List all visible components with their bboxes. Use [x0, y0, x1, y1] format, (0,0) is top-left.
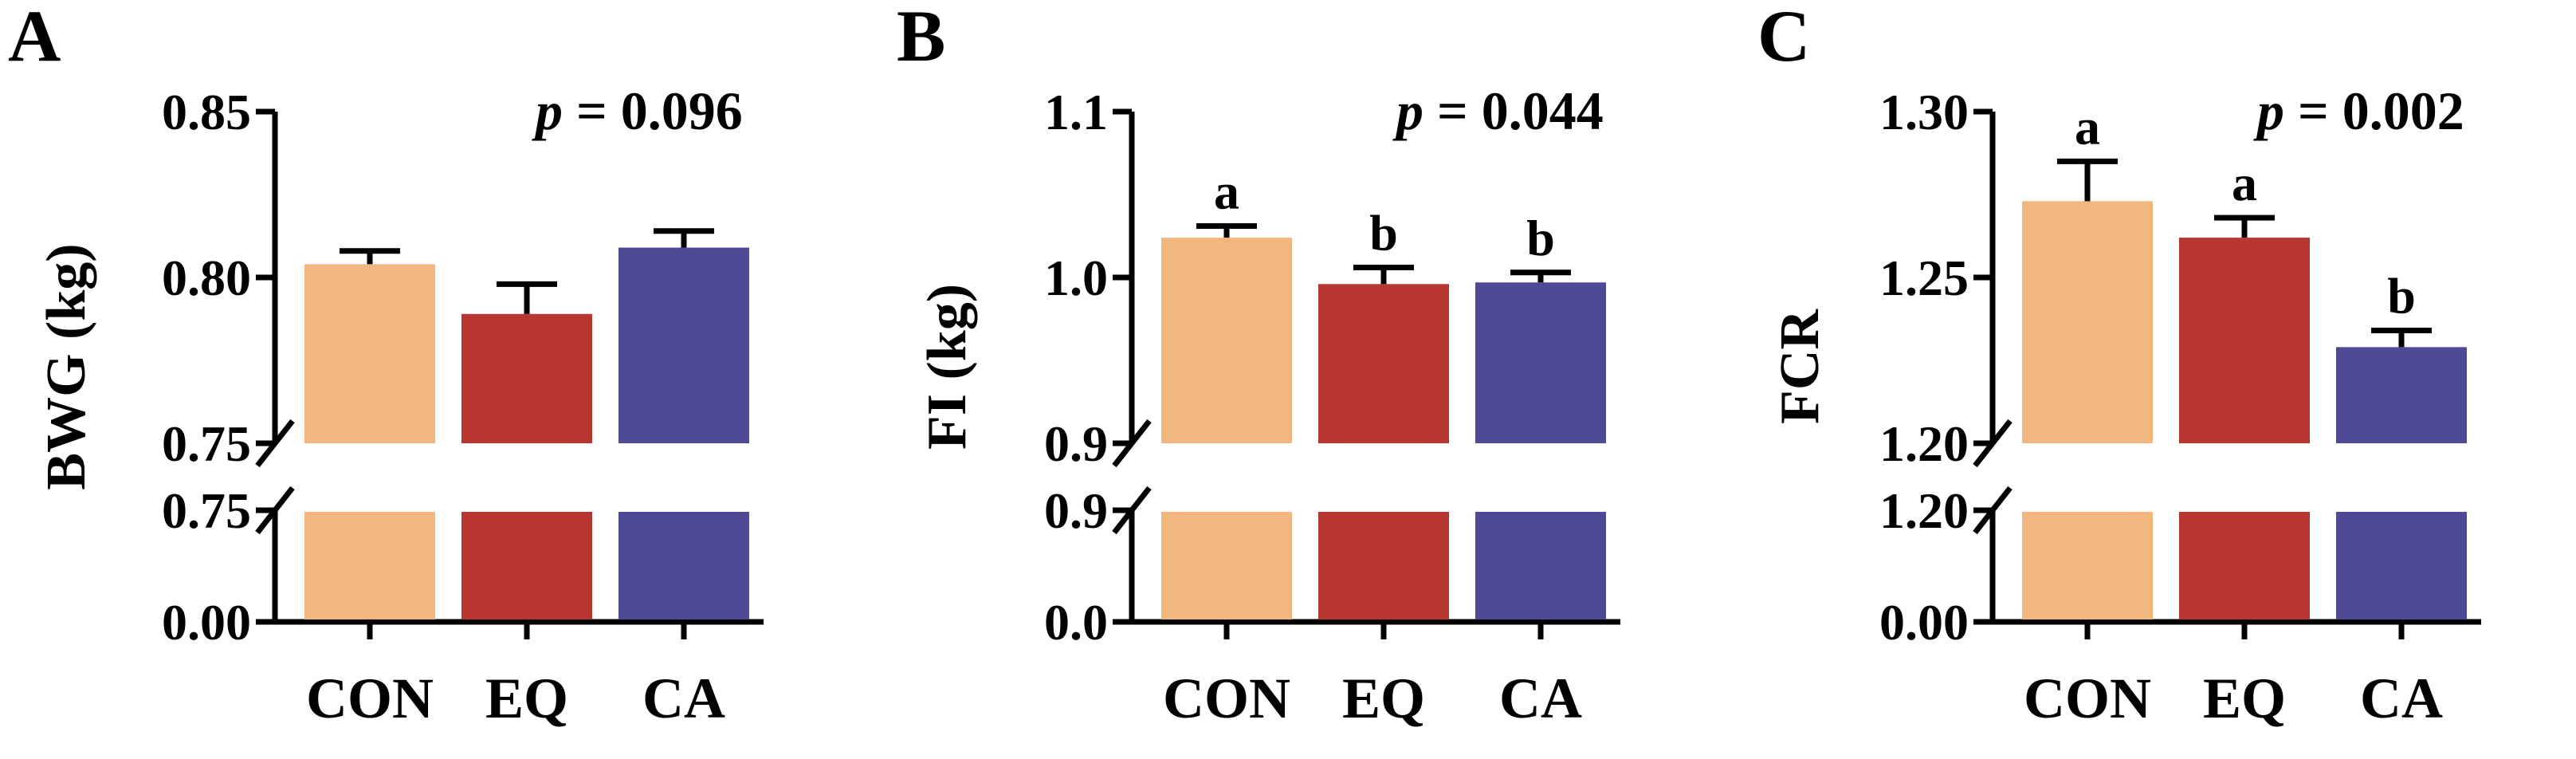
p-symbol: p: [532, 81, 563, 141]
x-tick-label-ca: CA: [642, 667, 725, 730]
y-tick-label: 1.20: [1879, 482, 1969, 539]
panel-b: B FI (kg) p = 0.044 1.1 1.0 0.9 0.9 0.0 a CON b EQ b…: [897, 0, 1620, 730]
y-tick-label: 0.00: [1879, 594, 1969, 651]
bar-ca-upper: [2336, 347, 2467, 443]
y-tick-label: 1.0: [1044, 250, 1108, 306]
x-tick-label-con: CON: [1163, 667, 1290, 730]
y-tick-label: 0.9: [1044, 415, 1108, 472]
y-tick-label: 1.1: [1044, 84, 1108, 140]
x-tick-label-eq: EQ: [2203, 667, 2286, 730]
y-tick-label: 1.30: [1879, 84, 1969, 140]
y-tick-label: 0.75: [162, 482, 251, 539]
x-tick-label-eq: EQ: [1342, 667, 1425, 730]
x-tick-label-eq: EQ: [485, 667, 568, 730]
x-tick-label-con: CON: [2024, 667, 2151, 730]
x-tick-label-ca: CA: [1499, 667, 1582, 730]
p-value-text: = 0.002: [2284, 81, 2464, 141]
bar-ca-lower: [618, 512, 749, 619]
p-symbol: p: [2253, 81, 2284, 141]
bar-eq-upper: [2179, 238, 2310, 443]
y-tick-label: 0.75: [162, 415, 251, 472]
p-value-text: = 0.096: [563, 81, 743, 141]
y-axis-label: FI (kg): [917, 284, 978, 450]
p-value-label: p = 0.002: [2253, 81, 2464, 141]
x-tick-label-con: CON: [306, 667, 434, 730]
y-tick-label: 1.25: [1879, 250, 1969, 306]
significance-letter: b: [1526, 210, 1555, 266]
bar-eq-lower: [461, 512, 592, 619]
panel-a: A BWG (kg) p = 0.096 0.85 0.80 0.75 0.75 0.00 CO…: [8, 0, 764, 730]
bar-ca-lower: [1475, 512, 1606, 619]
bar-con-upper: [2022, 201, 2153, 443]
significance-letter: a: [2075, 98, 2100, 155]
y-axis-label: BWG (kg): [36, 243, 97, 490]
p-value-label: p = 0.044: [1392, 81, 1604, 141]
p-value-text: = 0.044: [1423, 81, 1604, 141]
significance-letter: b: [1369, 205, 1398, 262]
y-tick-label: 0.80: [162, 250, 251, 306]
p-symbol: p: [1392, 81, 1423, 141]
panel-c: C FCR p = 0.002 1.30 1.25 1.20 1.20 0.00 a CON a EQ…: [1757, 0, 2481, 730]
panel-letter: B: [897, 0, 945, 77]
bar-con-lower: [2022, 512, 2153, 619]
bar-eq-upper: [1318, 284, 1449, 443]
significance-letter: a: [2232, 155, 2257, 211]
x-tick-label-ca: CA: [2360, 667, 2443, 730]
bar-ca-lower: [2336, 512, 2467, 619]
bar-con-lower: [1161, 512, 1292, 619]
panel-letter: A: [8, 0, 61, 77]
bar-ca-upper: [1475, 282, 1606, 443]
bar-eq-upper: [461, 313, 592, 443]
bar-eq-lower: [1318, 512, 1449, 619]
y-tick-label: 0.0: [1044, 594, 1108, 651]
significance-letter: b: [2387, 268, 2416, 324]
bar-eq-lower: [2179, 512, 2310, 619]
panel-letter: C: [1757, 0, 1810, 77]
y-tick-label: 1.20: [1879, 415, 1969, 472]
y-tick-label: 0.00: [162, 594, 251, 651]
bar-con-lower: [304, 512, 435, 619]
bar-con-upper: [304, 264, 435, 443]
significance-letter: a: [1214, 163, 1239, 220]
p-value-label: p = 0.096: [532, 81, 743, 141]
bar-con-upper: [1161, 238, 1292, 443]
y-tick-label: 0.85: [162, 84, 251, 140]
y-axis-label: FCR: [1769, 309, 1831, 424]
bar-ca-upper: [618, 247, 749, 443]
y-tick-label: 0.9: [1044, 482, 1108, 539]
